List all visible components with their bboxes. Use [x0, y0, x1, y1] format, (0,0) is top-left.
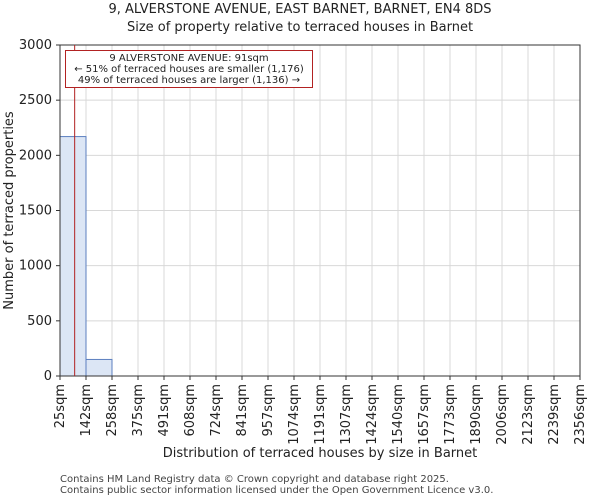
x-tick-label: 2239sqm — [547, 384, 562, 445]
y-tick-label: 500 — [27, 314, 52, 329]
footer-line-1: Contains HM Land Registry data © Crown c… — [60, 474, 449, 485]
x-tick-label: 2123sqm — [521, 384, 536, 445]
y-tick-label: 2000 — [19, 148, 52, 163]
y-tick-label: 2500 — [19, 93, 52, 108]
x-tick-label: 2006sqm — [495, 384, 510, 445]
histogram-bar — [85, 358, 113, 377]
y-tick-label: 3000 — [19, 38, 52, 53]
x-tick-label: 1540sqm — [391, 384, 406, 445]
x-tick-label: 1657sqm — [417, 384, 432, 445]
x-tick-label: 1773sqm — [443, 384, 458, 445]
annotation-box: 9 ALVERSTONE AVENUE: 91sqm ← 51% of terr… — [65, 50, 313, 88]
x-tick-label: 25sqm — [53, 384, 68, 428]
footer-line-2: Contains public sector information licen… — [60, 485, 494, 496]
y-axis-label: Number of terraced properties — [2, 111, 17, 310]
histogram-bar — [59, 136, 87, 377]
x-tick-label: 957sqm — [261, 384, 276, 437]
x-tick-label: 258sqm — [105, 384, 120, 437]
x-tick-label: 1191sqm — [313, 384, 328, 445]
x-axis-label: Distribution of terraced houses by size … — [163, 446, 478, 461]
x-tick-label: 608sqm — [183, 384, 198, 437]
x-tick-label: 142sqm — [79, 384, 94, 437]
chart-subtitle: Size of property relative to terraced ho… — [126, 20, 474, 35]
x-tick-label: 1424sqm — [365, 384, 380, 445]
x-tick-label: 1890sqm — [469, 384, 484, 445]
x-tick-label: 375sqm — [131, 384, 146, 437]
chart-title: 9, ALVERSTONE AVENUE, EAST BARNET, BARNE… — [108, 2, 492, 17]
annotation-line-3: 49% of terraced houses are larger (1,136… — [77, 75, 301, 86]
x-tick-label: 724sqm — [209, 384, 224, 437]
x-tick-label: 841sqm — [235, 384, 250, 437]
x-tick-label: 1307sqm — [339, 384, 354, 445]
x-tick-label: 491sqm — [157, 384, 172, 437]
y-tick-label: 1500 — [19, 204, 52, 219]
y-tick-label: 0 — [44, 369, 52, 384]
y-tick-label: 1000 — [19, 259, 52, 274]
annotation-line-2: ← 51% of terraced houses are smaller (1,… — [74, 64, 304, 75]
x-tick-label: 2356sqm — [573, 384, 588, 445]
annotation-line-1: 9 ALVERSTONE AVENUE: 91sqm — [109, 53, 269, 64]
x-tick-label: 1074sqm — [287, 384, 302, 445]
